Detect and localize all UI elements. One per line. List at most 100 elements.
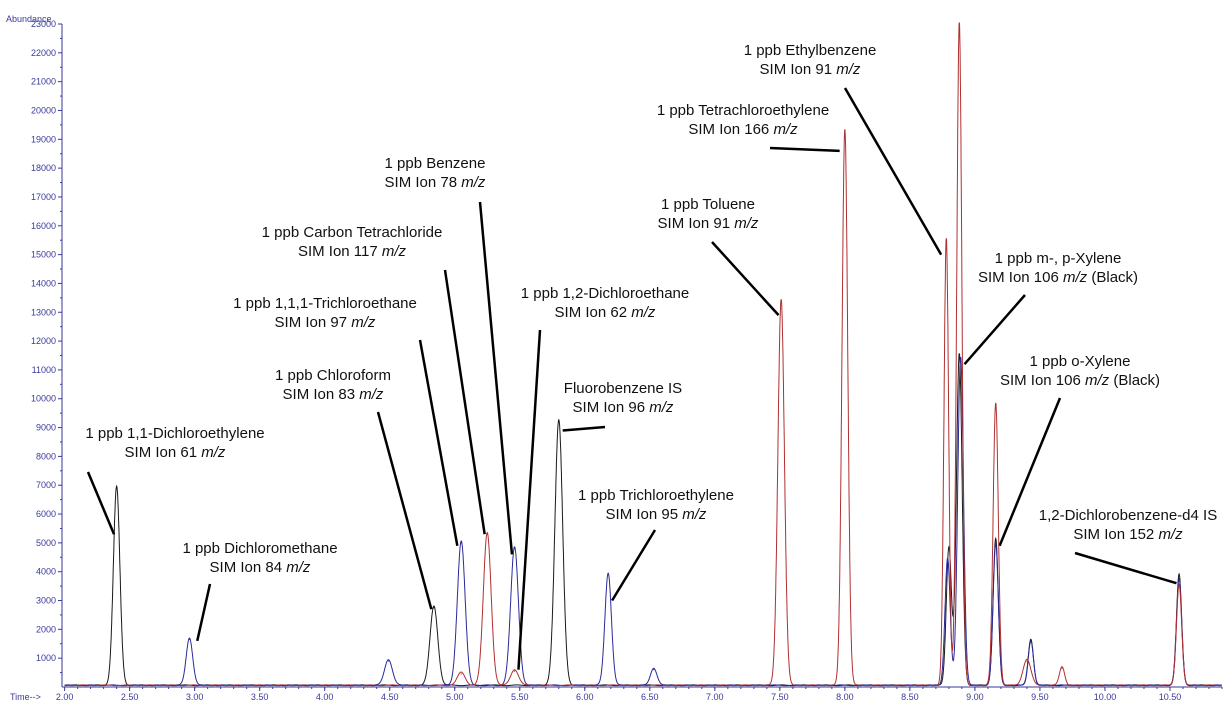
y-tick-label: 9000: [36, 423, 56, 433]
annotation-leader-line: [86, 471, 116, 535]
peak-apex-point: [947, 559, 949, 561]
peak-apex-point: [653, 669, 655, 671]
annotation-compound-label: 1 ppb 1,1-Dichloroethylene: [85, 425, 264, 442]
x-tick-label: 8.00: [836, 692, 854, 702]
peak-apex-point: [958, 354, 960, 357]
annotation-ion-label: SIM Ion 106 m/z (Black): [1000, 372, 1160, 389]
y-tick-label: 17000: [31, 192, 56, 202]
annotation-leader-line: [711, 241, 780, 316]
y-tick-label: 14000: [31, 278, 56, 288]
peak-apex-point: [995, 545, 997, 547]
annotation-ion-label: SIM Ion 61 m/z: [125, 444, 226, 461]
peak-apex-point: [995, 539, 997, 541]
y-tick-label: 16000: [31, 221, 56, 231]
annotation-leader-line: [418, 339, 459, 546]
peak-annotation: 1 ppb 1,2-Dichloroethane SIM Ion 62 m/z: [517, 285, 689, 670]
annotation-leader-line: [1074, 551, 1177, 585]
annotation-ion-label: SIM Ion 91 m/z: [658, 215, 759, 232]
x-tick-label: 6.00: [576, 692, 594, 702]
x-tick-label: 4.00: [316, 692, 334, 702]
peak-annotation: 1 ppb 1,1,1-Trichloroethane SIM Ion 97 m/…: [233, 295, 459, 546]
x-tick-label: 4.50: [381, 692, 399, 702]
peak-annotation: 1 ppb Toluene SIM Ion 91 m/z: [658, 196, 780, 316]
annotation-leader-line: [443, 269, 486, 535]
annotation-ion-label: SIM Ion 83 m/z: [283, 386, 384, 403]
peak-apex-point: [387, 660, 390, 662]
y-tick-label: 13000: [31, 307, 56, 317]
annotation-ion-label: SIM Ion 62 m/z: [555, 304, 656, 321]
annotation-leader-line: [998, 397, 1062, 547]
x-tick-label: 2.50: [121, 692, 139, 702]
y-tick-label: 5000: [36, 538, 56, 548]
x-tick-label: 7.00: [706, 692, 724, 702]
y-tick-label: 11000: [32, 365, 56, 375]
peak-annotation: 1 ppb m-, p-Xylene SIM Ion 106 m/z (Black…: [963, 250, 1138, 365]
y-tick-label: 18000: [31, 163, 56, 173]
y-axis-label: Abundance: [6, 14, 52, 24]
peak-apex-point: [945, 239, 947, 241]
peak-apex-point: [844, 130, 846, 132]
peak-apex-point: [958, 23, 960, 25]
annotation-ion-label: SIM Ion 96 m/z: [573, 399, 674, 416]
annotation-ion-label: SIM Ion 84 m/z: [210, 559, 311, 576]
peak-annotation: 1 ppb 1,1-Dichloroethylene SIM Ion 61 m/z: [85, 425, 265, 535]
peak-apex-point: [433, 607, 435, 609]
annotation-ion-label: SIM Ion 166 m/z: [688, 121, 798, 138]
annotation-leader-line: [478, 201, 514, 555]
peak-apex-point: [1061, 667, 1063, 669]
peak-annotation: Fluorobenzene IS SIM Ion 96 m/z: [562, 380, 682, 432]
annotation-ion-label: SIM Ion 152 m/z: [1073, 526, 1183, 543]
x-tick-label: 5.00: [446, 692, 464, 702]
peak-apex-point: [1178, 579, 1180, 581]
annotation-compound-label: 1 ppb 1,2-Dichloroethane: [521, 285, 689, 302]
x-tick-label: 9.00: [966, 692, 984, 702]
annotation-leader-line: [562, 425, 606, 432]
annotation-compound-label: 1 ppb Trichloroethylene: [578, 487, 734, 504]
y-tick-label: 23000: [31, 19, 56, 29]
x-tick-label: 3.00: [186, 692, 204, 702]
annotation-leader-line: [611, 529, 657, 602]
x-tick-label: 8.50: [901, 692, 919, 702]
annotation-leader-line: [196, 583, 212, 642]
annotation-ion-label: SIM Ion 91 m/z: [760, 61, 861, 78]
series-trace-2: [64, 356, 1222, 687]
x-tick-label: 10.50: [1159, 692, 1182, 702]
annotation-compound-label: 1 ppb Benzene: [385, 155, 486, 172]
y-tick-label: 12000: [31, 336, 56, 346]
y-tick-label: 15000: [31, 250, 56, 260]
peak-apex-point: [513, 548, 516, 550]
annotation-compound-label: 1 ppb 1,1,1-Trichloroethane: [233, 295, 417, 312]
peak-annotation: 1 ppb Dichloromethane SIM Ion 84 m/z: [182, 540, 338, 642]
y-tick-label: 20000: [31, 105, 56, 115]
peak-annotation: 1 ppb Tetrachloroethylene SIM Ion 166 m/z: [657, 102, 840, 153]
annotation-ion-label: SIM Ion 97 m/z: [275, 314, 376, 331]
peak-apex-point: [1178, 575, 1180, 577]
x-tick-label: 6.50: [641, 692, 659, 702]
annotation-compound-label: 1 ppb Chloroform: [275, 367, 391, 384]
peak-annotation: 1,2-Dichlorobenzene-d4 IS SIM Ion 152 m/z: [1039, 507, 1217, 585]
annotation-leader-line: [843, 87, 943, 256]
annotation-compound-label: 1,2-Dichlorobenzene-d4 IS: [1039, 507, 1217, 524]
x-axis-label: Time-->: [10, 692, 41, 702]
annotation-compound-label: 1 ppb Ethylbenzene: [744, 42, 877, 59]
peak-apex-point: [1030, 641, 1032, 643]
y-tick-label: 6000: [36, 509, 56, 519]
peak-apex-point: [486, 533, 488, 535]
x-tick-label: 5.50: [511, 692, 529, 702]
annotation-ion-label: SIM Ion 95 m/z: [606, 506, 707, 523]
peak-annotation: 1 ppb Chloroform SIM Ion 83 m/z: [275, 367, 433, 610]
annotation-compound-label: 1 ppb o-Xylene: [1030, 353, 1131, 370]
y-tick-label: 7000: [36, 480, 56, 490]
annotation-compound-label: 1 ppb Carbon Tetrachloride: [262, 224, 443, 241]
peak-apex-point: [1178, 585, 1180, 587]
peak-apex-point: [460, 542, 462, 544]
annotation-compound-label: 1 ppb m-, p-Xylene: [995, 250, 1122, 267]
peak-apex-point: [948, 548, 950, 550]
peak-annotation: 1 ppb Carbon Tetrachloride SIM Ion 117 m/…: [262, 224, 486, 535]
peak-apex-point: [1026, 660, 1028, 662]
y-tick-label: 2000: [36, 624, 56, 634]
annotation-leader-line: [769, 146, 840, 153]
y-tick-label: 10000: [31, 394, 56, 404]
peak-apex-point: [960, 357, 962, 359]
